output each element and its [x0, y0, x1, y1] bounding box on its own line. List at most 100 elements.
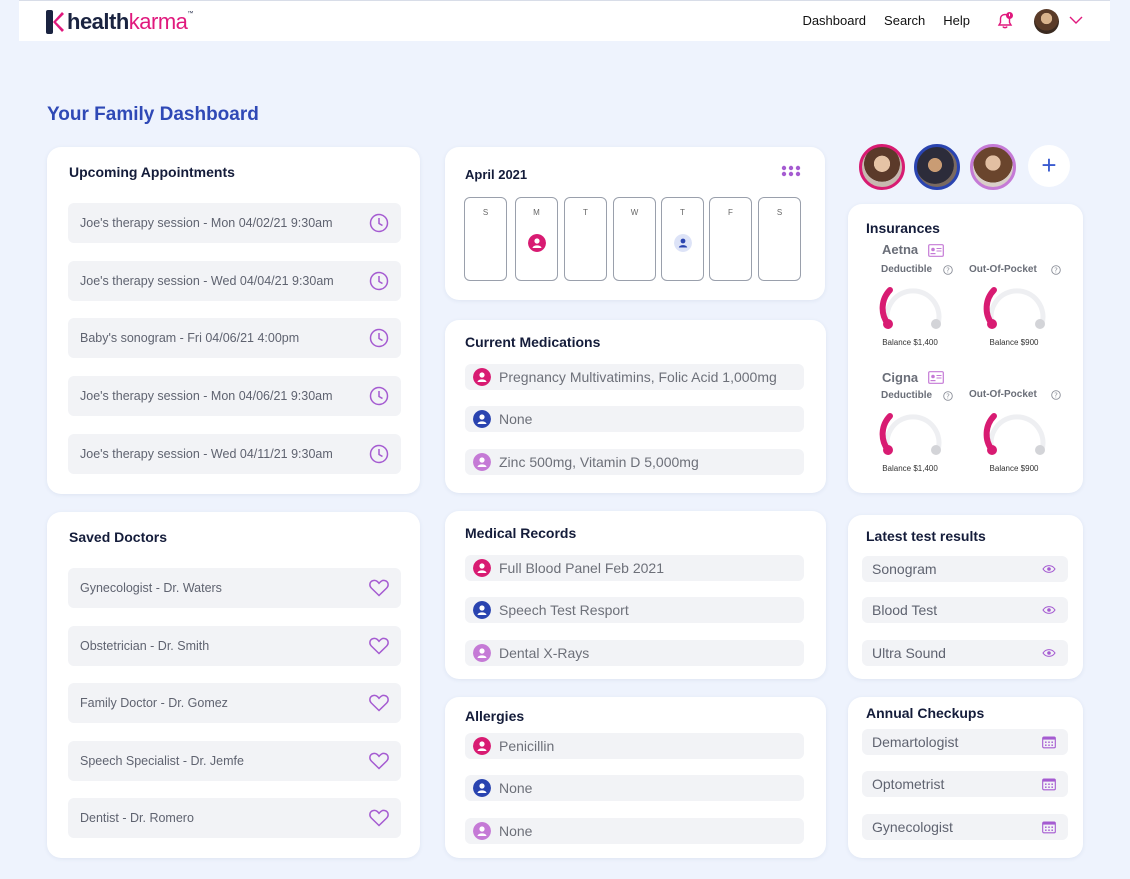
grid-menu-icon[interactable] [781, 165, 801, 177]
test-result-row[interactable]: Ultra Sound [862, 640, 1068, 666]
logo-part1: health [67, 9, 129, 34]
saved-doctors-title: Saved Doctors [69, 529, 168, 545]
insurance-provider-name: Aetna [882, 242, 919, 257]
calendar-day[interactable]: T [564, 197, 607, 281]
help-icon[interactable]: ? [1051, 265, 1061, 275]
logo-tm: ™ [187, 11, 194, 17]
heart-icon[interactable] [369, 637, 389, 655]
doctor-label: Obstetrician - Dr. Smith [80, 639, 210, 653]
help-icon[interactable]: ? [943, 265, 953, 275]
allergy-row[interactable]: None [465, 818, 804, 844]
deductible-balance: Balance $1,400 [882, 464, 938, 473]
eye-icon[interactable] [1042, 564, 1056, 574]
eye-icon[interactable] [1042, 605, 1056, 615]
doctor-row[interactable]: Gynecologist - Dr. Waters [68, 568, 401, 608]
out-of-pocket-gauge [983, 413, 1046, 455]
clock-icon [369, 213, 389, 233]
logo-part2: karma [128, 9, 188, 34]
nav-dashboard[interactable]: Dashboard [802, 13, 867, 28]
chevron-down-icon[interactable] [1069, 15, 1083, 25]
record-label: Speech Test Resport [499, 602, 629, 618]
day-label: T [680, 208, 685, 217]
medication-row[interactable]: None [465, 406, 804, 432]
appointment-label: Joe's therapy session - Mon 04/02/21 9:3… [80, 216, 333, 230]
appointment-row[interactable]: Joe's therapy session - Wed 04/04/21 9:3… [68, 261, 401, 301]
family-member-avatar[interactable] [914, 144, 960, 190]
calendar-day[interactable]: S [758, 197, 801, 281]
medication-label: Zinc 500mg, Vitamin D 5,000mg [499, 454, 699, 470]
medication-row[interactable]: Zinc 500mg, Vitamin D 5,000mg [465, 449, 804, 475]
doctor-label: Speech Specialist - Dr. Jemfe [80, 754, 244, 768]
doctor-label: Gynecologist - Dr. Waters [80, 581, 222, 595]
calendar-day[interactable]: W [613, 197, 656, 281]
family-member-avatar[interactable] [859, 144, 905, 190]
heart-icon[interactable] [369, 694, 389, 712]
medications-card: Current Medications Pregnancy Multivatim… [445, 320, 826, 493]
record-row[interactable]: Dental X-Rays [465, 640, 804, 666]
test-result-label: Ultra Sound [872, 645, 946, 661]
svg-text:?: ? [946, 267, 950, 275]
heart-icon[interactable] [369, 752, 389, 770]
calendar-icon[interactable] [1042, 778, 1056, 791]
doctor-label: Family Doctor - Dr. Gomez [80, 696, 228, 710]
appointment-row[interactable]: Baby's sonogram - Fri 04/06/21 4:00pm [68, 318, 401, 358]
calendar-icon[interactable] [1042, 736, 1056, 749]
person-icon [473, 368, 491, 386]
appointment-row[interactable]: Joe's therapy session - Mon 04/06/21 9:3… [68, 376, 401, 416]
logo-mark-icon [46, 10, 64, 34]
family-member-avatar[interactable] [970, 144, 1016, 190]
allergy-row[interactable]: None [465, 775, 804, 801]
medication-label: Pregnancy Multivatimins, Folic Acid 1,00… [499, 369, 777, 385]
heart-icon[interactable] [369, 579, 389, 597]
calendar-day[interactable]: T [661, 197, 704, 281]
help-icon[interactable]: ? [1051, 390, 1061, 400]
person-icon[interactable] [674, 234, 692, 252]
checkup-row[interactable]: Gynecologist [862, 814, 1068, 840]
heart-icon[interactable] [369, 809, 389, 827]
person-icon [473, 559, 491, 577]
medication-row[interactable]: Pregnancy Multivatimins, Folic Acid 1,00… [465, 364, 804, 390]
doctor-row[interactable]: Family Doctor - Dr. Gomez [68, 683, 401, 723]
top-bar: healthkarma ™ Dashboard Search Help [19, 0, 1110, 41]
out-of-pocket-balance: Balance $900 [989, 464, 1039, 473]
notification-bell-icon[interactable] [995, 11, 1015, 31]
allergy-row[interactable]: Penicillin [465, 733, 804, 759]
person-icon [473, 644, 491, 662]
add-family-member-button[interactable]: + [1028, 145, 1070, 187]
logo[interactable]: healthkarma ™ [46, 9, 193, 35]
eye-icon[interactable] [1042, 648, 1056, 658]
calendar-card: April 2021 S M T W T F S [445, 147, 825, 300]
allergy-label: Penicillin [499, 738, 555, 754]
nav-search[interactable]: Search [884, 13, 926, 28]
record-row[interactable]: Full Blood Panel Feb 2021 [465, 555, 804, 581]
calendar-day[interactable]: S [464, 197, 507, 281]
person-icon [473, 737, 491, 755]
appointment-label: Joe's therapy session - Wed 04/04/21 9:3… [80, 274, 334, 288]
doctor-row[interactable]: Obstetrician - Dr. Smith [68, 626, 401, 666]
calendar-icon[interactable] [1042, 821, 1056, 834]
help-icon[interactable]: ? [943, 391, 953, 401]
day-label: M [533, 208, 540, 217]
user-avatar[interactable] [1034, 9, 1059, 34]
checkup-row[interactable]: Optometrist [862, 771, 1068, 797]
person-icon[interactable] [528, 234, 546, 252]
test-result-row[interactable]: Blood Test [862, 597, 1068, 623]
svg-text:?: ? [946, 393, 950, 401]
appointment-row[interactable]: Joe's therapy session - Mon 04/02/21 9:3… [68, 203, 401, 243]
calendar-day[interactable]: F [709, 197, 752, 281]
appointment-row[interactable]: Joe's therapy session - Wed 04/11/21 9:3… [68, 434, 401, 474]
insurance-card-icon[interactable] [928, 371, 944, 384]
clock-icon [369, 271, 389, 291]
out-of-pocket-label: Out-Of-Pocket [969, 389, 1037, 400]
saved-doctors-card: Saved Doctors Gynecologist - Dr. Waters … [47, 512, 420, 858]
doctor-row[interactable]: Speech Specialist - Dr. Jemfe [68, 741, 401, 781]
main-nav: Dashboard Search Help [802, 13, 970, 28]
calendar-day[interactable]: M [515, 197, 558, 281]
record-row[interactable]: Speech Test Resport [465, 597, 804, 623]
nav-help[interactable]: Help [943, 13, 970, 28]
insurance-provider-name: Cigna [882, 370, 919, 385]
insurance-card-icon[interactable] [928, 244, 944, 257]
doctor-row[interactable]: Dentist - Dr. Romero [68, 798, 401, 838]
checkup-row[interactable]: Demartologist [862, 729, 1068, 755]
test-result-row[interactable]: Sonogram [862, 556, 1068, 582]
